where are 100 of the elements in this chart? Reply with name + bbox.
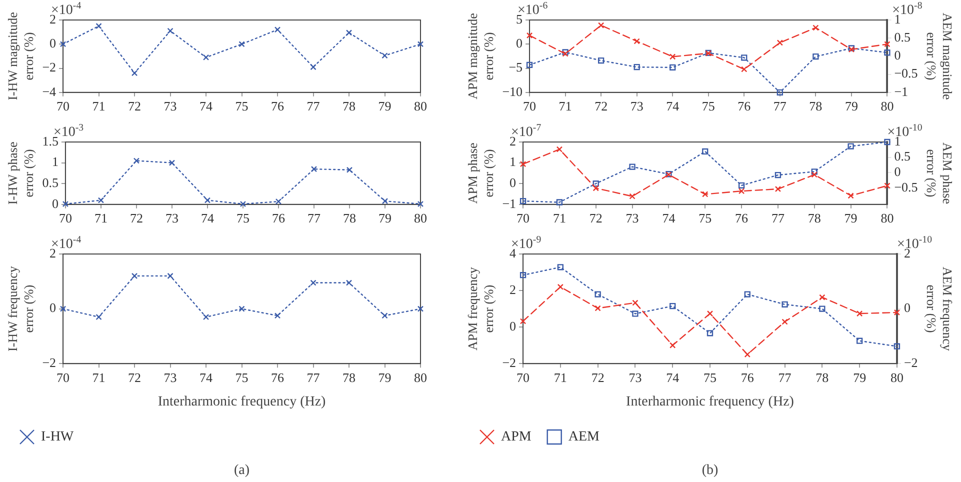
x-tick-label: 77: [307, 210, 321, 226]
y2-tick-label: 0: [894, 48, 901, 63]
point: [275, 198, 282, 205]
point: [782, 318, 788, 325]
y-tick-label: −2: [42, 355, 56, 370]
x-tick-label: 76: [271, 370, 285, 385]
y2-tick-label: 0: [904, 300, 910, 316]
point: [776, 89, 783, 96]
point: [894, 309, 900, 316]
y-tick-label: 2: [510, 282, 516, 297]
x-tick-label: 78: [809, 98, 822, 114]
point: [670, 302, 676, 310]
x-tick-label: 74: [666, 98, 680, 114]
x-tick-label: 70: [56, 98, 70, 114]
x-tick-label: 76: [272, 210, 286, 226]
point: [556, 199, 563, 206]
x-tick-label: 78: [816, 370, 829, 385]
y-tick-label: −5: [508, 60, 523, 75]
point: [417, 41, 424, 48]
point: [744, 291, 750, 298]
x-tick-label: 79: [378, 370, 392, 385]
point: [884, 138, 890, 146]
x-tick-label: 73: [164, 98, 177, 114]
x-tick-label: 72: [589, 210, 602, 226]
point: [812, 53, 819, 60]
x-tick-label: 76: [740, 370, 754, 385]
y-tick-label: 1: [510, 154, 516, 170]
y-tick-label: 2: [510, 133, 516, 148]
x-tick-label: 79: [378, 98, 392, 114]
y2-tick-label: 1: [894, 11, 901, 26]
x-tick-label: 80: [414, 210, 427, 226]
point: [811, 168, 818, 175]
y-tick-label: 0: [52, 196, 58, 211]
point: [856, 310, 863, 317]
x-tick-label: 80: [880, 210, 894, 226]
point: [520, 272, 526, 278]
x-tick-label: 75: [698, 210, 712, 226]
point: [598, 22, 604, 28]
point: [310, 64, 316, 70]
point: [744, 351, 750, 358]
point: [240, 200, 246, 208]
point: [812, 24, 819, 31]
x-tick-label: 70: [56, 370, 70, 385]
y-tick-label: 1: [52, 154, 58, 170]
point: [98, 197, 104, 204]
point: [634, 38, 640, 44]
point: [417, 306, 424, 312]
point: [894, 343, 900, 350]
point: [520, 198, 526, 204]
point: [382, 198, 388, 204]
point: [346, 280, 352, 286]
x-tick-label: 73: [164, 370, 177, 385]
point: [856, 338, 863, 344]
text: (b): [702, 463, 718, 478]
point: [274, 26, 281, 33]
x-tick-label: 72: [594, 98, 608, 114]
point: [738, 188, 745, 194]
y-tick-label: 0.5: [42, 175, 58, 190]
x-tick-label: 74: [666, 370, 680, 385]
y2-tick-label: 0.5: [894, 148, 910, 164]
y2-tick-label: 0: [894, 164, 901, 180]
point: [776, 40, 783, 46]
y-tick-label: −4: [42, 84, 57, 99]
x-tick-label: 71: [552, 210, 566, 226]
point: [738, 182, 745, 189]
y-tick-label: 4: [510, 245, 517, 260]
x-tick-label: 77: [306, 370, 320, 385]
point: [520, 160, 526, 168]
point: [417, 200, 424, 208]
x-tick-label: 76: [271, 98, 285, 114]
point: [131, 272, 138, 279]
x-tick-label: 72: [130, 210, 143, 226]
point: [557, 284, 564, 290]
x-tick-label: 74: [200, 370, 214, 385]
y2-axis-title: AEM magnitude error (%): [924, 12, 955, 100]
point: [632, 310, 638, 317]
x-tick-label: 74: [200, 210, 214, 226]
x-tick-label: 77: [306, 98, 320, 114]
y-axis-title: APM magnitude error (%): [465, 12, 496, 100]
y-tick-label: 2: [50, 245, 56, 260]
x-tick-label: 72: [128, 98, 142, 114]
point: [526, 62, 533, 68]
x-tick-label: 77: [778, 370, 792, 385]
y-tick-label: −1: [502, 196, 516, 211]
point: [706, 330, 714, 336]
y2-tick-label: 0.5: [894, 30, 910, 45]
point: [133, 158, 140, 164]
y-tick-label: 0: [510, 318, 516, 334]
point: [60, 41, 66, 48]
point: [556, 146, 563, 152]
point: [706, 310, 714, 317]
x-tick-label: 72: [591, 370, 604, 385]
point: [670, 54, 676, 60]
point: [702, 191, 708, 198]
x-tick-label: 73: [165, 210, 178, 226]
y-axis-title: I-HW frequency error (%): [5, 266, 36, 352]
x-tick-label: 74: [662, 210, 676, 226]
x-tick-label: 73: [628, 370, 642, 385]
point: [670, 342, 676, 348]
point: [382, 52, 388, 59]
